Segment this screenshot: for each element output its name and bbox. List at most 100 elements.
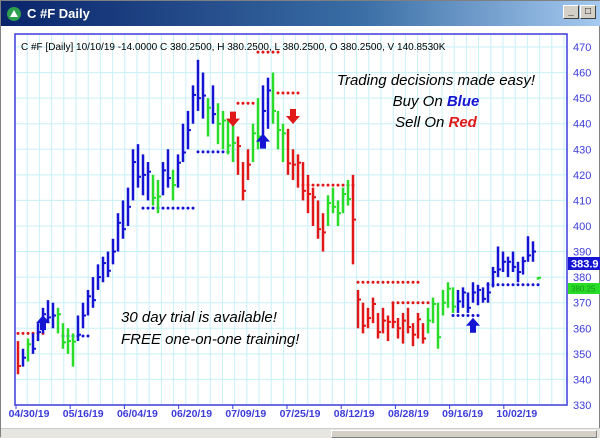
x-tick-label: 09/16/19 bbox=[442, 408, 483, 420]
stop-dot bbox=[506, 283, 510, 287]
stop-dot bbox=[291, 91, 295, 95]
y-tick-label: 410 bbox=[573, 195, 591, 207]
stop-dot bbox=[276, 91, 280, 95]
stop-dot bbox=[246, 101, 250, 105]
stop-dot bbox=[511, 283, 515, 287]
stop-dot bbox=[196, 150, 200, 154]
x-tick-label: 04/30/19 bbox=[9, 408, 50, 420]
y-tick-label: 440 bbox=[573, 119, 591, 131]
y-tick-label: 420 bbox=[573, 170, 591, 182]
stop-dot bbox=[206, 150, 210, 154]
plot-border bbox=[14, 33, 568, 406]
stop-dot bbox=[376, 280, 380, 284]
stop-dot bbox=[411, 301, 415, 305]
stop-dot bbox=[386, 280, 390, 284]
stop-dot bbox=[406, 301, 410, 305]
stop-dot bbox=[521, 283, 525, 287]
stop-dot bbox=[271, 50, 275, 54]
x-tick-label: 07/25/19 bbox=[280, 408, 321, 420]
y-tick-label: 360 bbox=[573, 323, 591, 335]
x-tick-label: 05/16/19 bbox=[63, 408, 104, 420]
stop-dot bbox=[161, 206, 165, 210]
x-tick-label: 06/20/19 bbox=[171, 408, 212, 420]
stop-dot bbox=[476, 313, 480, 317]
y-tick-label: 470 bbox=[573, 42, 591, 54]
stop-dot bbox=[151, 206, 155, 210]
last-price-box bbox=[568, 257, 600, 270]
stop-dot bbox=[426, 301, 430, 305]
stop-dot bbox=[451, 313, 455, 317]
y-tick-label: 330 bbox=[573, 400, 591, 412]
buy-arrow-icon bbox=[466, 317, 480, 333]
stop-dot bbox=[401, 301, 405, 305]
buy-arrow-icon bbox=[256, 133, 270, 149]
stop-dot bbox=[456, 313, 460, 317]
y-tick-label: 380 bbox=[573, 272, 591, 284]
sell-arrow-icon bbox=[286, 109, 300, 125]
title-bar[interactable]: C #F Daily _ □ bbox=[1, 1, 600, 26]
x-tick-label: 08/28/19 bbox=[388, 408, 429, 420]
stop-dot bbox=[221, 150, 225, 154]
last-price-label: 383.9 bbox=[571, 259, 599, 271]
stop-dot bbox=[531, 283, 535, 287]
chart-header: C #F [Daily] 10/10/19 -14.0000 C 380.250… bbox=[21, 42, 446, 53]
stop-dot bbox=[321, 183, 325, 187]
stop-dot bbox=[296, 91, 300, 95]
stop-dot bbox=[236, 101, 240, 105]
close-price-box bbox=[568, 283, 600, 294]
stop-dot bbox=[461, 313, 465, 317]
stop-dot bbox=[401, 280, 405, 284]
stop-dot bbox=[281, 91, 285, 95]
stop-dot bbox=[496, 283, 500, 287]
stop-dot bbox=[336, 183, 340, 187]
stop-dot bbox=[406, 280, 410, 284]
sell-on-red: Sell On Red bbox=[395, 114, 478, 131]
stop-dot bbox=[341, 183, 345, 187]
training-text: FREE one-on-one training! bbox=[121, 331, 300, 348]
app-icon bbox=[7, 6, 21, 21]
stop-dot bbox=[276, 50, 280, 54]
y-tick-label: 400 bbox=[573, 221, 591, 233]
stop-dot bbox=[396, 280, 400, 284]
x-tick-label: 10/02/19 bbox=[496, 408, 537, 420]
stop-dot bbox=[411, 280, 415, 284]
signal-arrows bbox=[36, 109, 480, 333]
x-axis: 04/30/19 05/16/19 06/04/19 06/20/19 07/09/19… bbox=[9, 405, 537, 420]
stop-dot bbox=[146, 206, 150, 210]
sell-arrow-icon bbox=[226, 111, 240, 127]
buy-on-blue: Buy On Blue bbox=[393, 93, 480, 110]
stop-dot bbox=[421, 301, 425, 305]
y-tick-label: 460 bbox=[573, 68, 591, 80]
stop-dot bbox=[16, 331, 20, 335]
minimize-button[interactable]: _ bbox=[563, 5, 579, 19]
stop-dot bbox=[311, 183, 315, 187]
y-tick-label: 350 bbox=[573, 349, 591, 361]
stop-dot bbox=[241, 101, 245, 105]
y-tick-label: 390 bbox=[573, 247, 591, 259]
stop-dot bbox=[396, 301, 400, 305]
stop-dot bbox=[416, 301, 420, 305]
stop-dot bbox=[366, 280, 370, 284]
price-bars bbox=[16, 59, 541, 375]
buy-arrow-icon bbox=[36, 315, 50, 331]
close-price-label: 380.25 bbox=[571, 285, 596, 294]
stop-dot bbox=[526, 283, 530, 287]
stop-dot bbox=[176, 206, 180, 210]
stop-dot bbox=[316, 183, 320, 187]
stop-dot bbox=[266, 50, 270, 54]
price-chart[interactable]: C #F [Daily] 10/10/19 -14.0000 C 380.250… bbox=[1, 26, 600, 428]
stop-dot bbox=[326, 183, 330, 187]
stop-dot bbox=[86, 334, 90, 338]
stop-dot bbox=[416, 280, 420, 284]
stop-dot bbox=[191, 206, 195, 210]
stop-dot bbox=[536, 283, 540, 287]
stop-dot bbox=[466, 313, 470, 317]
maximize-button[interactable]: □ bbox=[580, 5, 596, 19]
stop-dot bbox=[81, 334, 85, 338]
stop-dot bbox=[251, 101, 255, 105]
stop-dot bbox=[356, 280, 360, 284]
x-tick-label: 08/12/19 bbox=[334, 408, 375, 420]
x-tick-label: 07/09/19 bbox=[225, 408, 266, 420]
stop-dot bbox=[166, 206, 170, 210]
